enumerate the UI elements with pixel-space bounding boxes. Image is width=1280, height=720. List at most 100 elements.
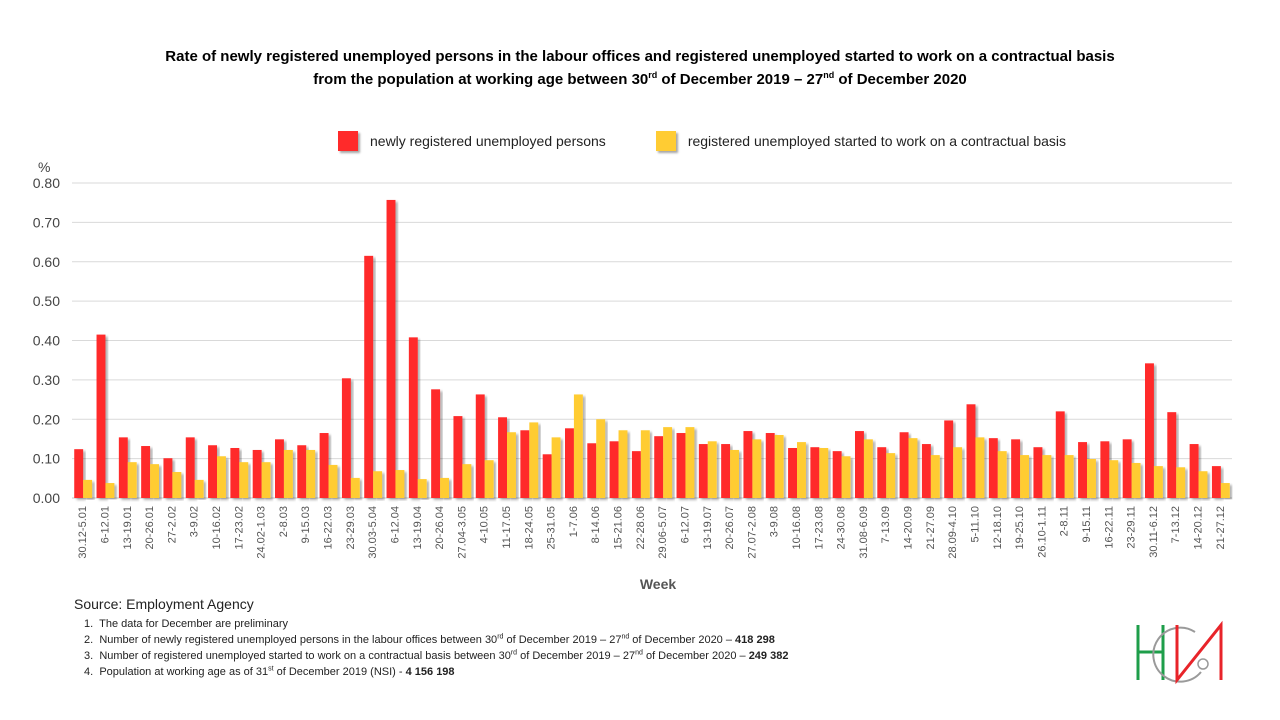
x-tick-label: 27.07-2.08 (746, 506, 758, 559)
bar-newly-registered (341, 378, 351, 498)
bar-newly-registered (163, 458, 173, 498)
bar-started-work (551, 437, 561, 498)
x-tick-label: 24.02-1.03 (256, 506, 268, 559)
bar-newly-registered (721, 444, 731, 498)
x-tick-label: 6-12.01 (99, 506, 111, 543)
bar-started-work (105, 483, 115, 498)
bar-newly-registered (386, 199, 396, 498)
legend-label: registered unemployed started to work on… (687, 133, 1067, 149)
bar-started-work (1020, 455, 1029, 498)
bar-newly-registered (475, 394, 485, 498)
x-tick-label: 1-7.06 (568, 506, 580, 537)
x-tick-label: 6-12.04 (389, 506, 401, 543)
x-tick-label: 30.11-6.12 (1148, 506, 1160, 558)
bar-started-work (1153, 466, 1163, 498)
bar-newly-registered (899, 432, 909, 498)
bar-newly-registered (788, 447, 797, 498)
bar-newly-registered (1078, 442, 1087, 498)
x-tick-label: 30.03-5.04 (367, 506, 379, 559)
bar-started-work (417, 479, 427, 498)
footnote-sup: rd (510, 649, 518, 657)
bar-newly-registered (810, 447, 820, 498)
bar-chart: 0.00 0.10 0.20 0.30 0.40 0.50 0.60 0.70 0.80 % 3… (33, 159, 1232, 592)
title-text: from the population at working age betwe… (313, 71, 649, 88)
x-tick-label: 5-11.10 (969, 506, 981, 543)
bar-started-work (1220, 483, 1230, 498)
x-tick-label: 24-30.08 (836, 506, 848, 549)
bar-started-work (797, 442, 806, 498)
x-tick-label: 26.10-1.11 (1036, 506, 1048, 558)
y-axis-unit-label: % (38, 159, 50, 175)
x-tick-label: 21-27.09 (925, 506, 937, 549)
x-tick-label: 9-15.03 (300, 506, 312, 543)
x-tick-label: 9-15.11 (1081, 506, 1093, 543)
bar-newly-registered (319, 433, 329, 498)
bar-newly-registered (1189, 444, 1199, 498)
bar-started-work (1131, 462, 1141, 498)
bar-started-work (83, 479, 93, 498)
footnote-text: Number of registered unemployed started … (99, 650, 511, 662)
x-tick-label: 6-12.07 (679, 506, 691, 543)
bar-started-work (730, 449, 739, 498)
bar-started-work (596, 419, 606, 498)
x-tick-label: 13-19.04 (412, 506, 424, 549)
bar-newly-registered (1122, 439, 1132, 498)
footnote-value: 418 298 (735, 634, 775, 646)
x-tick-label: 14-20.12 (1193, 506, 1205, 549)
bar-newly-registered (877, 447, 887, 498)
x-tick-label: 15-21.06 (613, 506, 625, 549)
footnote-4: 4. Population at working age as of 31st … (84, 664, 788, 680)
bar-started-work (395, 470, 405, 498)
logo-letter-i-icon (1175, 620, 1223, 685)
bar-started-work (484, 460, 494, 498)
bar-started-work (819, 447, 829, 498)
x-tick-label: 23-29.03 (345, 506, 357, 549)
legend-swatch-red (338, 131, 358, 151)
x-tick-label: 23-29.11 (1126, 506, 1138, 549)
y-axis-ticks: 0.00 0.10 0.20 0.30 0.40 0.50 0.60 0.70 0.80 (33, 175, 60, 506)
x-tick-label: 11-17.05 (501, 506, 513, 549)
x-axis-ticks: 30.12-5.01 6-12.01 13-19.01 20-26.01 27-2.02… (77, 506, 1227, 559)
footnote-sup: nd (621, 633, 630, 641)
footnote-3: 3. Number of registered unemployed start… (84, 648, 788, 664)
footnote-text: Number of newly registered unemployed pe… (99, 634, 498, 646)
footnote-value: 4 156 198 (405, 666, 455, 678)
title-text: of December 2020 (834, 71, 967, 88)
x-tick-label: 30.12-5.01 (77, 506, 89, 559)
legend-item-newly-registered: newly registered unemployed persons (338, 131, 606, 151)
title-sup: nd (823, 70, 835, 80)
bar-newly-registered (275, 439, 284, 498)
footnote-sup: nd (635, 649, 643, 657)
bar-newly-registered (252, 449, 262, 498)
footnote-sup: st (268, 665, 274, 673)
footnote-number: 2. (84, 634, 94, 646)
bar-started-work (1176, 467, 1186, 498)
bar-started-work (261, 462, 271, 498)
y-tick-label: 0.40 (33, 333, 60, 349)
bar-newly-registered (208, 445, 217, 498)
bar-newly-registered (855, 431, 864, 498)
footnote-sup: rd (497, 633, 504, 641)
bar-started-work (1042, 455, 1052, 498)
x-tick-label: 2-8.11 (1059, 506, 1071, 536)
bar-newly-registered (966, 404, 976, 498)
x-tick-label: 17-23.08 (813, 506, 825, 549)
footnote-text: of December 2019 (NSI) - (273, 666, 406, 678)
bar-started-work (1198, 471, 1208, 498)
bar-started-work (127, 462, 137, 498)
bar-newly-registered (364, 255, 374, 498)
x-tick-label: 13-19.07 (702, 506, 714, 549)
title-sup: rd (648, 70, 658, 80)
bar-newly-registered (988, 438, 998, 498)
y-tick-label: 0.20 (33, 411, 60, 427)
x-tick-label: 7-13.12 (1170, 506, 1182, 543)
bar-newly-registered (1211, 466, 1221, 498)
bar-started-work (350, 477, 360, 498)
footnote-number: 4. (84, 666, 94, 678)
x-tick-label: 3-9.08 (769, 506, 781, 537)
x-tick-label: 7-13.09 (880, 506, 892, 543)
bar-newly-registered (74, 449, 84, 498)
bar-started-work (1087, 459, 1096, 498)
x-tick-label: 28.09-4.10 (947, 506, 959, 559)
x-tick-label: 16-22.11 (1103, 506, 1115, 549)
